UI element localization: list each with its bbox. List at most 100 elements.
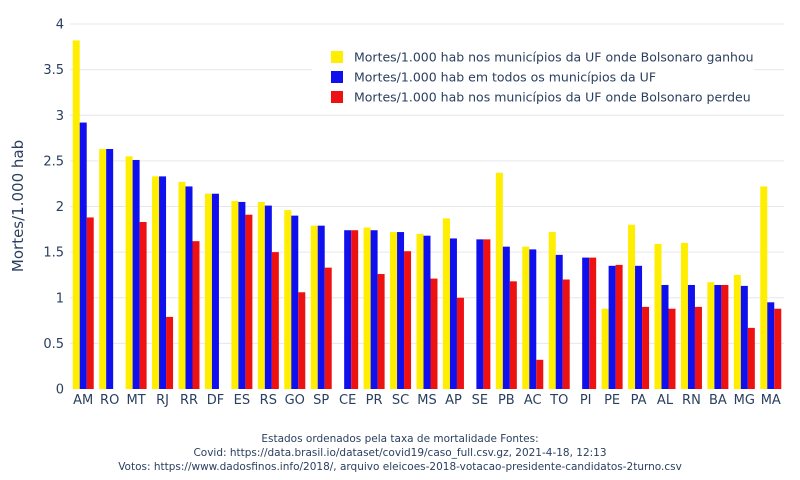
- bar-sc-series-2: [397, 232, 405, 389]
- bar-ap-series-2: [449, 238, 457, 389]
- bar-ma-series-2: [767, 302, 775, 389]
- bar-ms-series-2: [423, 235, 431, 389]
- bar-ms-series-1: [416, 233, 424, 389]
- bar-pr-series-3: [377, 274, 385, 389]
- bar-ba-series-2: [714, 284, 722, 389]
- legend-label: Mortes/1.000 hab nos municípios da UF on…: [354, 50, 754, 65]
- x-tick-label: RR: [180, 393, 198, 408]
- bar-rn-series-1: [680, 243, 688, 389]
- bar-pr-series-2: [370, 230, 378, 389]
- x-tick-label: PE: [604, 393, 620, 408]
- bar-sp-series-2: [317, 225, 325, 389]
- bar-to-series-1: [548, 232, 556, 389]
- bar-mg-series-1: [733, 274, 741, 389]
- bar-ac-series-1: [522, 246, 530, 389]
- bar-pr-series-1: [363, 227, 371, 389]
- bar-pa-series-1: [628, 224, 636, 389]
- legend: Mortes/1.000 hab nos municípios da UF on…: [312, 40, 754, 114]
- x-tick-label: RJ: [156, 393, 169, 408]
- bar-es-series-3: [245, 214, 253, 389]
- bar-rs-series-3: [271, 252, 279, 389]
- x-tick-label: SC: [392, 393, 409, 408]
- bar-ma-series-3: [774, 308, 782, 389]
- bar-sc-series-1: [390, 232, 398, 389]
- caption-line-1: Estados ordenados pela taxa de mortalida…: [261, 433, 539, 445]
- bar-ac-series-3: [536, 359, 544, 389]
- x-tick-label: RS: [260, 393, 277, 408]
- bar-df-series-1: [204, 193, 212, 389]
- bar-ro-series-2: [106, 149, 114, 389]
- bar-ba-series-1: [707, 282, 715, 389]
- bar-mg-series-3: [747, 327, 755, 389]
- x-tick-label: MS: [417, 393, 436, 408]
- bar-ac-series-2: [529, 249, 537, 389]
- x-tick-label: RN: [682, 393, 701, 408]
- bar-ap-series-3: [456, 297, 464, 389]
- bar-ma-series-1: [760, 186, 768, 389]
- x-tick-label: SP: [313, 393, 329, 408]
- x-tick-label: MG: [734, 393, 755, 408]
- bar-rr-series-2: [185, 186, 193, 389]
- caption-source-covid: Covid: https://data.brasil.io/dataset/co…: [193, 447, 607, 459]
- x-tick-label: RO: [100, 393, 119, 408]
- legend-box: [312, 40, 754, 114]
- y-tick-labels: 0 0.5 1 1.5 2 2.5 3 3.5 4: [43, 18, 64, 398]
- y-tick-label: 3.5: [43, 63, 64, 78]
- x-tick-label: BA: [709, 393, 727, 408]
- bar-ce-series-3: [351, 230, 359, 389]
- bar-al-series-3: [668, 308, 676, 389]
- bar-al-series-2: [661, 284, 669, 389]
- bar-ro-series-1: [99, 149, 107, 389]
- legend-swatch: [331, 71, 343, 83]
- x-tick-label: TO: [549, 393, 568, 408]
- y-tick-label: 1.5: [43, 246, 64, 261]
- bar-pb-series-1: [495, 172, 503, 389]
- bar-pa-series-3: [642, 306, 650, 389]
- x-tick-label: MA: [761, 393, 781, 408]
- x-tick-label: PB: [498, 393, 515, 408]
- x-tick-label: AM: [73, 393, 93, 408]
- y-tick-label: 2: [56, 200, 64, 215]
- bar-to-series-3: [562, 279, 570, 389]
- x-tick-label: DF: [207, 393, 225, 408]
- bar-pb-series-3: [509, 281, 517, 389]
- bar-pa-series-2: [635, 265, 643, 389]
- bar-pe-series-2: [608, 265, 616, 389]
- x-tick-label: AL: [657, 393, 674, 408]
- bar-mt-series-2: [132, 159, 140, 389]
- bar-se-series-3: [483, 239, 491, 389]
- bar-rn-series-2: [687, 284, 695, 389]
- bar-es-series-1: [231, 201, 239, 389]
- y-tick-label: 4: [56, 18, 64, 33]
- bar-am-series-1: [72, 40, 80, 390]
- bar-mg-series-2: [740, 285, 748, 389]
- bar-mt-series-3: [139, 222, 147, 389]
- bar-sp-series-1: [310, 225, 318, 389]
- bars: [72, 40, 782, 390]
- y-tick-label: 1: [56, 291, 64, 306]
- legend-label: Mortes/1.000 hab em todos os municípios …: [354, 70, 656, 85]
- legend-swatch: [331, 51, 343, 63]
- bar-go-series-1: [284, 210, 292, 389]
- bar-ce-series-2: [344, 230, 352, 389]
- bar-rn-series-3: [694, 306, 702, 389]
- bar-am-series-3: [86, 217, 94, 389]
- bar-rr-series-1: [178, 181, 186, 389]
- bar-ba-series-3: [721, 284, 729, 389]
- x-tick-labels: AM RO MT RJ RR DF ES RS GO SP CE PR SC MS AP SE PB AC TO PI…: [73, 393, 781, 408]
- bar-rr-series-3: [192, 241, 200, 389]
- x-tick-label: AC: [524, 393, 542, 408]
- legend-swatch: [331, 91, 343, 103]
- x-tick-label: MT: [127, 393, 146, 408]
- bar-am-series-2: [79, 122, 87, 390]
- y-tick-label: 0.5: [43, 337, 64, 352]
- bar-df-series-2: [211, 193, 219, 389]
- bar-pb-series-2: [502, 246, 510, 389]
- caption-source-votes: Votos: https://www.dadosfinos.info/2018/…: [118, 461, 682, 473]
- bar-se-series-2: [476, 239, 484, 389]
- bar-pi-series-3: [589, 257, 597, 389]
- bar-es-series-2: [238, 201, 246, 389]
- y-tick-label: 2.5: [43, 154, 64, 169]
- legend-label: Mortes/1.000 hab nos municípios da UF on…: [354, 90, 751, 105]
